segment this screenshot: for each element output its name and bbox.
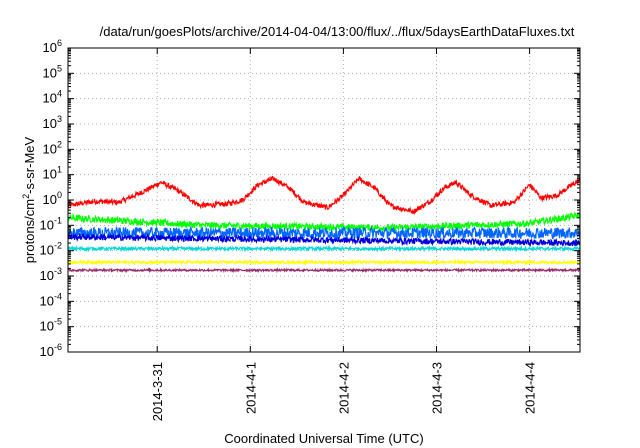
series-line-2 — [67, 211, 581, 233]
series-line-1 — [67, 175, 581, 216]
series-line-6 — [67, 258, 581, 266]
y-tick-label: 10-4 — [40, 291, 62, 308]
y-axis-label: protons/cm2-s-sr-MeV — [21, 136, 37, 263]
x-tick-label: 2014-4-4 — [523, 362, 538, 414]
series-line-3 — [67, 244, 581, 253]
x-tick-label: 2014-3-31 — [150, 362, 165, 421]
y-tick-label: 10-2 — [40, 241, 62, 258]
x-axis-label: Coordinated Universal Time (UTC) — [224, 431, 423, 446]
grid — [68, 48, 580, 352]
y-tick-label: 10-6 — [40, 342, 62, 359]
y-tick-label: 10-1 — [40, 215, 62, 232]
chart-title: /data/run/goesPlots/archive/2014-04-04/1… — [100, 24, 575, 39]
x-tick-label: 2014-4-1 — [243, 362, 258, 414]
y-tick-label: 103 — [43, 114, 62, 131]
series-line-7 — [67, 266, 581, 274]
series-group — [67, 175, 581, 274]
y-axis: 10-6 10-5 10-4 10-3 10-2 10-1 100 101 102 103 104 1… — [40, 38, 580, 359]
y-tick-label: 10-3 — [40, 266, 62, 283]
x-tick-label: 2014-4-3 — [429, 362, 444, 414]
y-tick-label: 10-5 — [40, 317, 62, 334]
series-line-5 — [67, 232, 581, 247]
y-tick-label: 100 — [43, 190, 62, 207]
y-tick-label: 106 — [43, 38, 62, 55]
y-tick-label: 101 — [43, 165, 62, 182]
x-tick-label: 2014-4-2 — [336, 362, 351, 414]
y-tick-label: 105 — [43, 63, 62, 80]
x-axis: 2014-3-31 2014-4-1 2014-4-2 2014-4-3 2014-4-… — [150, 48, 538, 421]
y-tick-label: 104 — [43, 89, 62, 106]
y-tick-label: 102 — [43, 139, 62, 156]
series-line-4 — [67, 225, 581, 241]
